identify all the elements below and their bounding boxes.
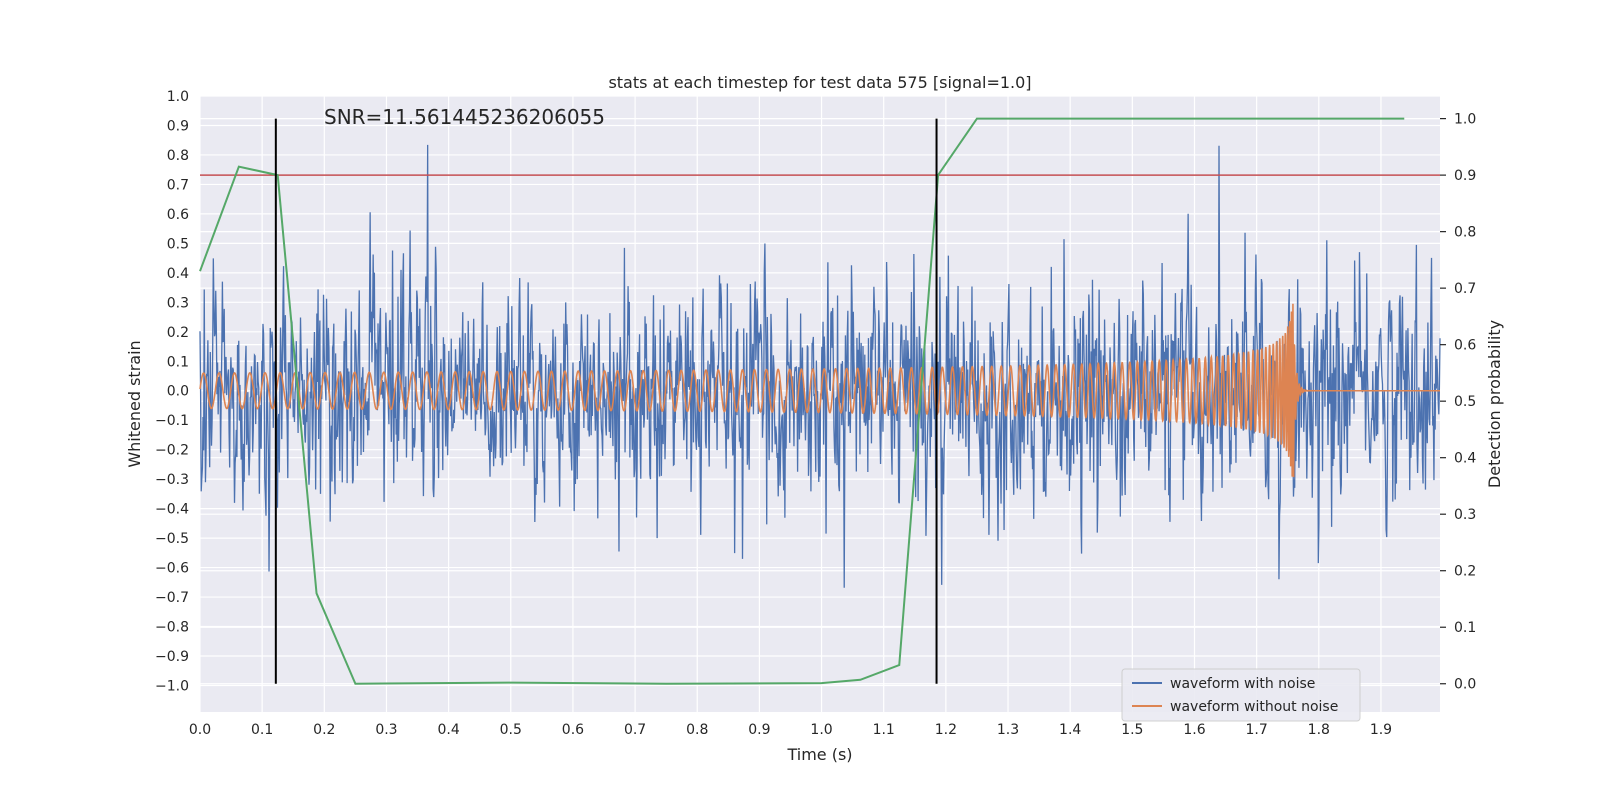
y-tick-label: −0.5 (155, 531, 189, 547)
x-axis-label: Time (s) (786, 745, 852, 764)
y-tick-label: −0.3 (155, 472, 189, 488)
y2-tick-label: 0.8 (1454, 225, 1476, 241)
y-axis-label: Whitened strain (125, 340, 144, 467)
x-tick-label: 1.5 (1121, 722, 1143, 738)
y2-tick-label: 0.5 (1454, 394, 1476, 410)
y-tick-label: −0.2 (155, 443, 189, 459)
x-tick-label: 1.2 (935, 722, 957, 738)
legend: waveform with noise waveform without noi… (1121, 668, 1361, 722)
y2-tick-label: 0.0 (1454, 677, 1476, 693)
y-tick-label: −0.6 (155, 561, 189, 577)
y2-tick-label: 0.7 (1454, 281, 1476, 297)
y-tick-label: 0.0 (167, 384, 189, 400)
x-tick-label: 1.8 (1308, 722, 1330, 738)
x-tick-label: 0.1 (251, 722, 273, 738)
y2-tick-label: 0.4 (1454, 451, 1476, 467)
y2-axis-ticks: 1.0 0.9 0.8 0.7 0.6 0.5 0.4 0.3 0.2 0.1 0.0 (1440, 112, 1476, 693)
detection-markers (274, 118, 938, 684)
x-axis-ticks: 0.0 0.1 0.2 0.3 0.4 0.5 0.6 0.7 0.8 0.9 1.0 1.1 1.2 1… (189, 722, 1392, 738)
y2-axis-label: Detection probability (1485, 320, 1504, 488)
legend-label-clean: waveform without noise (1170, 699, 1338, 715)
y2-tick-label: 0.6 (1454, 338, 1476, 354)
y-tick-label: 0.5 (167, 236, 189, 252)
x-tick-label: 0.5 (500, 722, 522, 738)
y-tick-label: −0.8 (155, 620, 189, 636)
y-tick-label: 1.0 (167, 89, 189, 105)
y-axis-ticks: 1.0 0.9 0.8 0.7 0.6 0.5 0.4 0.3 0.2 0.1 0.0 −0.1 −0.… (155, 89, 189, 694)
y-tick-label: −0.7 (155, 590, 189, 606)
line-detection-probability (199, 117, 1405, 685)
x-tick-label: 1.4 (1059, 722, 1081, 738)
x-tick-label: 1.3 (997, 722, 1019, 738)
y-tick-label: 0.1 (167, 354, 189, 370)
x-tick-label: 0.4 (437, 722, 459, 738)
snr-annotation: SNR=11.561445236206055 (324, 105, 605, 129)
y-tick-label: 0.3 (167, 295, 189, 311)
y-tick-label: 0.7 (167, 177, 189, 193)
y2-tick-label: 1.0 (1454, 112, 1476, 128)
y-tick-label: 0.8 (167, 148, 189, 164)
x-tick-label: 1.1 (873, 722, 895, 738)
line-waveform-with-noise (199, 144, 1441, 588)
y-tick-label: −1.0 (155, 678, 189, 694)
y2-tick-label: 0.2 (1454, 564, 1476, 580)
y2-tick-label: 0.1 (1454, 620, 1476, 636)
x-tick-label: 0.2 (313, 722, 335, 738)
legend-box (1121, 668, 1361, 722)
y2-tick-label: 0.9 (1454, 168, 1476, 184)
x-tick-label: 1.9 (1370, 722, 1392, 738)
chart-title: stats at each timestep for test data 575… (608, 73, 1031, 92)
x-tick-label: 1.6 (1183, 722, 1205, 738)
y-tick-label: 0.6 (167, 207, 189, 223)
series-waveform-with-noise (199, 144, 1441, 588)
x-tick-label: 0.6 (562, 722, 584, 738)
line-waveform-without-noise (199, 303, 1440, 478)
y-tick-label: −0.1 (155, 413, 189, 429)
x-tick-label: 0.8 (686, 722, 708, 738)
x-tick-label: 1.0 (810, 722, 832, 738)
legend-label-noise: waveform with noise (1170, 676, 1315, 692)
y-tick-label: 0.2 (167, 325, 189, 341)
y-tick-label: −0.4 (155, 502, 189, 518)
series-waveform-without-noise (199, 303, 1440, 478)
x-tick-label: 1.7 (1246, 722, 1268, 738)
y2-tick-label: 0.3 (1454, 507, 1476, 523)
y-tick-label: −0.9 (155, 649, 189, 665)
x-tick-label: 0.3 (375, 722, 397, 738)
series-detection-probability (199, 117, 1405, 685)
y-tick-label: 0.9 (167, 118, 189, 134)
x-tick-label: 0.9 (748, 722, 770, 738)
y-tick-label: 0.4 (167, 266, 189, 282)
x-tick-label: 0.0 (189, 722, 211, 738)
x-tick-label: 0.7 (624, 722, 646, 738)
